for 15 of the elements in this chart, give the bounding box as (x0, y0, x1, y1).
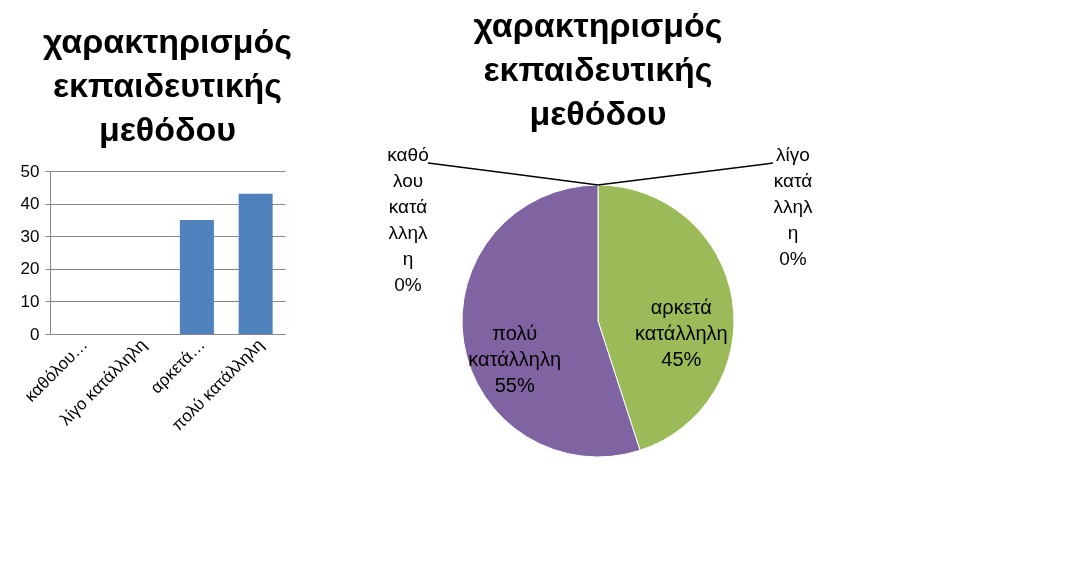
data-label: 55% (494, 374, 535, 397)
y-tick-label: 0 (30, 324, 40, 344)
category-label: λίγο κατάλληλη (773, 144, 813, 243)
y-tick-label: 20 (20, 259, 40, 279)
y-tick-label: 40 (20, 194, 40, 214)
y-tick-label: 30 (20, 226, 40, 246)
data-label: 45% (661, 347, 702, 370)
chart-title: χαρακτηρισμός εκπαιδευτικής μεθόδου (42, 22, 293, 148)
text: 0% (394, 274, 422, 295)
y-tick-label: 10 (20, 291, 40, 311)
chart-title: χαρακτηρισμός εκπαιδευτικής μεθόδου (473, 6, 723, 132)
text: 0% (779, 248, 807, 269)
slice-label: αρκετά κατάλληλη (634, 295, 728, 344)
category-label: καθόλου κατάλληλη (387, 144, 429, 269)
y-tick-label: 50 (20, 161, 40, 181)
